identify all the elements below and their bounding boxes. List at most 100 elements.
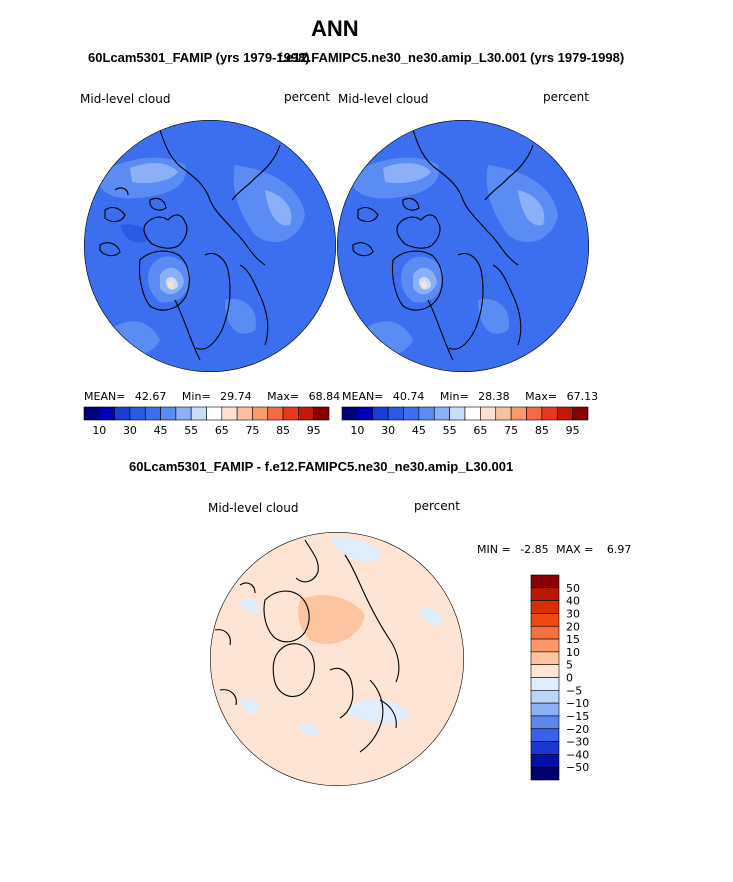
diff-colorbar-swatch bbox=[530, 574, 560, 589]
panel-a-stats: MEAN= 42.67 Min= 29.74 Max= 68.84 bbox=[84, 390, 340, 403]
panel-b-colorbar-tick-label: 75 bbox=[504, 424, 518, 437]
panel-b-colorbar-tick-label: 85 bbox=[535, 424, 549, 437]
diff-colorbar-tick-label: 40 bbox=[566, 595, 580, 608]
panel-a-colorbar-swatch bbox=[190, 406, 207, 421]
panel-a-mean-label: MEAN= bbox=[84, 390, 126, 403]
panel-b-colorbar-tick-label: 55 bbox=[443, 424, 457, 437]
panel-b-colorbar-swatch bbox=[464, 406, 481, 421]
diff-colorbar-swatch bbox=[530, 728, 560, 742]
panel-b-colorbar-swatch bbox=[403, 406, 420, 421]
diff-map bbox=[210, 532, 464, 786]
panel-b-map bbox=[337, 120, 589, 372]
panel-a-colorbar-swatch bbox=[252, 406, 269, 421]
panel-a-colorbar-tick-label: 75 bbox=[245, 424, 259, 437]
panel-a-colorbar: 10 30 45 55 65 75 85 95 bbox=[83, 406, 330, 437]
panel-b-colorbar-swatch bbox=[433, 406, 450, 421]
panel-a-colorbar-swatch bbox=[313, 406, 330, 421]
diff-colorbar-swatch bbox=[530, 715, 560, 730]
panel-a-colorbar-tick-label: 10 bbox=[92, 424, 106, 437]
diff-colorbar-swatch bbox=[530, 766, 560, 781]
panel-a-colorbar-swatch bbox=[144, 406, 161, 421]
diff-colorbar-swatch bbox=[530, 613, 560, 627]
diff-min-label: MIN = bbox=[477, 543, 511, 556]
panel-b-stats: MEAN= 40.74 Min= 28.38 Max= 67.13 bbox=[342, 390, 598, 403]
panel-a-colorbar-swatch bbox=[282, 406, 299, 421]
diff-colorbar-swatch bbox=[530, 587, 560, 601]
panel-b-colorbar-swatch bbox=[449, 406, 466, 421]
diff-colorbar-tick-label: 10 bbox=[566, 646, 580, 659]
panel-b-colorbar-swatch bbox=[480, 406, 497, 421]
diff-colorbar-tick-label: −10 bbox=[566, 697, 589, 710]
page-title: ANN bbox=[311, 16, 359, 41]
panel-b-colorbar-swatch bbox=[341, 406, 358, 421]
panel-b-colorbar-swatch bbox=[556, 406, 573, 421]
panel-b-units-label: percent bbox=[543, 90, 589, 104]
panel-b-max-label: Max= bbox=[525, 390, 558, 403]
panel-b-colorbar-swatch bbox=[372, 406, 389, 421]
diff-colorbar-tick-label: −20 bbox=[566, 723, 589, 736]
panel-a-colorbar-swatch bbox=[236, 406, 253, 421]
panel-a-map bbox=[84, 120, 336, 372]
diff-subtitle: 60Lcam5301_FAMIP - f.e12.FAMIPC5.ne30_ne… bbox=[129, 459, 514, 474]
diff-colorbar-tick-label: 0 bbox=[566, 672, 573, 685]
panel-a-colorbar-swatch bbox=[206, 406, 223, 421]
panel-b-min-label: Min= bbox=[439, 390, 469, 403]
panel-a-min-label: Min= bbox=[181, 390, 211, 403]
diff-colorbar-tick-label: 20 bbox=[566, 620, 580, 633]
panel-a-colorbar-swatch bbox=[298, 406, 314, 421]
panel-b-colorbar: 10 30 45 55 65 75 85 95 bbox=[341, 406, 589, 437]
diff-colorbar-swatch bbox=[530, 741, 560, 755]
panel-a-max-label: Max= bbox=[267, 390, 300, 403]
panel-a-colorbar-tick-label: 45 bbox=[154, 424, 168, 437]
panel-b-colorbar-swatch bbox=[495, 406, 512, 421]
panel-a-subtitle: 60Lcam5301_FAMIP (yrs 1979-1998) bbox=[88, 50, 310, 65]
panel-b-subtitle: f.e12.FAMIPC5.ne30_ne30.amip_L30.001 (yr… bbox=[278, 50, 625, 65]
panel-a-lighter-region bbox=[130, 163, 178, 184]
diff-colorbar-swatch bbox=[530, 638, 560, 653]
diff-colorbar-tick-label: 30 bbox=[566, 607, 580, 620]
diff-colorbar-tick-label: −15 bbox=[566, 710, 589, 723]
diff-colorbar-swatch bbox=[530, 651, 560, 665]
diff-min-value: -2.85 bbox=[520, 543, 549, 556]
panel-a-colorbar-swatch bbox=[99, 406, 115, 421]
panel-b-coastlines bbox=[352, 129, 534, 361]
panel-a-colorbar-swatch bbox=[160, 406, 177, 421]
panel-a-mean-value: 42.67 bbox=[134, 390, 167, 403]
diff-max-label: MAX = bbox=[556, 543, 594, 556]
panel-a-min-value: 29.74 bbox=[220, 390, 252, 403]
diff-colorbar-swatch bbox=[530, 625, 560, 640]
panel-a-variable-label: Mid-level cloud bbox=[80, 92, 171, 106]
diff-colorbar-swatch bbox=[530, 677, 560, 691]
panel-a-colorbar-swatch bbox=[83, 406, 100, 421]
panel-a-colorbar-tick-label: 85 bbox=[276, 424, 290, 437]
panel-a-colorbar-swatch bbox=[221, 406, 238, 421]
diff-colorbar-tick-label: 15 bbox=[566, 633, 580, 646]
panel-b-variable-label: Mid-level cloud bbox=[338, 92, 429, 106]
diff-colorbar-tick-label: 50 bbox=[566, 582, 580, 595]
panel-a-colorbar-swatch bbox=[175, 406, 192, 421]
panel-b-colorbar-tick-label: 65 bbox=[473, 424, 487, 437]
panel-a-max-value: 68.84 bbox=[308, 390, 341, 403]
panel-b-colorbar-swatch bbox=[541, 406, 558, 421]
diff-field-base bbox=[210, 532, 464, 786]
diff-negative-region bbox=[330, 537, 381, 562]
panel-b-colorbar-swatch bbox=[526, 406, 543, 421]
diff-colorbar-swatch bbox=[530, 702, 560, 717]
diff-units-label: percent bbox=[414, 499, 460, 513]
panel-a-colorbar-tick-label: 30 bbox=[123, 424, 137, 437]
panel-a-units-label: percent bbox=[284, 90, 330, 104]
panel-b-colorbar-swatch bbox=[572, 406, 589, 421]
panel-a-colorbar-tick-label: 95 bbox=[307, 424, 321, 437]
panel-b-mean-label: MEAN= bbox=[342, 390, 384, 403]
panel-b-colorbar-swatch bbox=[418, 406, 435, 421]
panel-a-colorbar-swatch bbox=[129, 406, 146, 421]
diff-stats: MIN = -2.85 MAX = 6.97 bbox=[477, 543, 631, 556]
diff-variable-label: Mid-level cloud bbox=[208, 501, 299, 515]
diff-colorbar-tick-label: −50 bbox=[566, 761, 589, 774]
diff-colorbar-tick-label: −5 bbox=[566, 684, 582, 697]
diff-colorbar-swatch bbox=[530, 664, 560, 678]
diff-max-value: 6.97 bbox=[606, 543, 632, 556]
panel-b-mean-value: 40.74 bbox=[392, 390, 425, 403]
